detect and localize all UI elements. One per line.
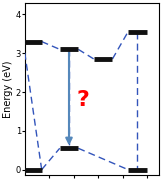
Y-axis label: Energy (eV): Energy (eV) <box>3 60 13 118</box>
Text: ?: ? <box>76 90 89 110</box>
